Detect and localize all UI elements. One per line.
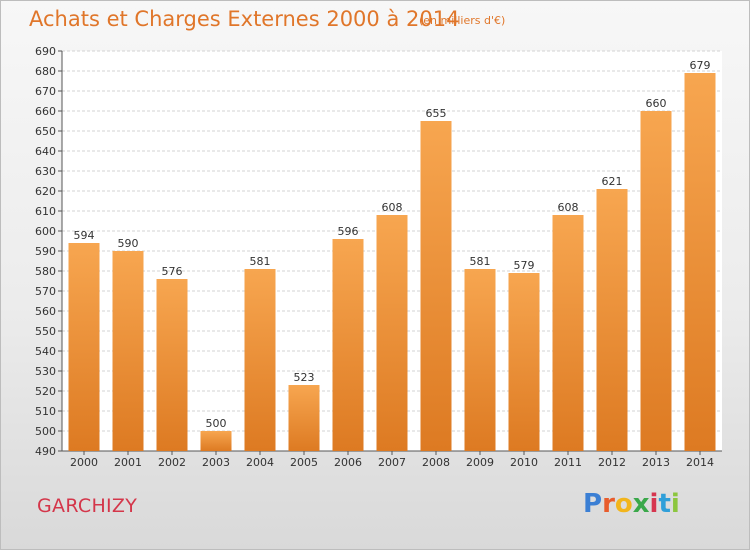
bar-2010 [508,273,540,451]
data-label-2009: 581 [470,255,491,268]
y-tick-label: 670 [35,85,56,98]
x-tick-label-2002: 2002 [158,456,186,469]
bar-2008 [420,121,452,451]
data-label-2004: 581 [250,255,271,268]
data-label-2002: 576 [162,265,183,278]
y-tick-label: 630 [35,165,56,178]
bar-2007 [376,215,408,451]
bar-2001 [112,251,144,451]
data-label-2011: 608 [558,201,579,214]
y-tick-label: 530 [35,365,56,378]
logo-letter: i [670,489,680,519]
y-tick-label: 490 [35,445,56,458]
logo-letter: x [632,489,650,519]
chart-subtitle: (en milliers d'€) [419,14,506,27]
bar-2009 [464,269,496,451]
bar-2013 [640,111,672,451]
data-label-2001: 590 [118,237,139,250]
data-label-2012: 621 [602,175,623,188]
x-tick-label-2011: 2011 [554,456,582,469]
y-tick-label: 690 [35,45,56,58]
logo-letter: P [583,489,603,519]
bar-2006 [332,239,364,451]
data-label-2000: 594 [74,229,95,242]
data-label-2003: 500 [206,417,227,430]
location-label: GARCHIZY [37,495,138,517]
y-tick-label: 620 [35,185,56,198]
y-tick-label: 590 [35,245,56,258]
bar-2004 [244,269,276,451]
logo-letter: o [614,489,633,519]
x-tick-label-2006: 2006 [334,456,362,469]
y-tick-label: 600 [35,225,56,238]
data-label-2013: 660 [646,97,667,110]
y-tick-label: 680 [35,65,56,78]
data-label-2006: 596 [338,225,359,238]
chart-title: Achats et Charges Externes 2000 à 2014 [29,7,460,31]
proxiti-logo: Proxiti [583,489,680,519]
bar-2014 [684,73,716,451]
data-label-2007: 608 [382,201,403,214]
y-tick-label: 500 [35,425,56,438]
x-tick-label-2003: 2003 [202,456,230,469]
x-tick-label-2001: 2001 [114,456,142,469]
x-tick-label-2014: 2014 [686,456,714,469]
data-label-2008: 655 [426,107,447,120]
y-tick-label: 580 [35,265,56,278]
y-tick-label: 660 [35,105,56,118]
x-tick-label-2012: 2012 [598,456,626,469]
logo-letter: r [602,489,615,519]
x-tick-label-2013: 2013 [642,456,670,469]
y-tick-label: 540 [35,345,56,358]
y-tick-label: 610 [35,205,56,218]
x-tick-label-2007: 2007 [378,456,406,469]
y-tick-label: 560 [35,305,56,318]
x-tick-label-2009: 2009 [466,456,494,469]
y-tick-label: 650 [35,125,56,138]
logo-letter: t [658,489,671,519]
y-tick-label: 640 [35,145,56,158]
y-tick-label: 510 [35,405,56,418]
bar-2003 [200,431,232,451]
x-tick-label-2000: 2000 [70,456,98,469]
bar-2011 [552,215,584,451]
bar-2000 [68,243,100,451]
y-tick-label: 520 [35,385,56,398]
bar-2012 [596,189,628,451]
bar-2005 [288,385,320,451]
logo-letter: i [649,489,659,519]
y-tick-label: 570 [35,285,56,298]
x-tick-label-2005: 2005 [290,456,318,469]
bar-2002 [156,279,188,451]
x-tick-label-2008: 2008 [422,456,450,469]
data-label-2010: 579 [514,259,535,272]
y-tick-label: 550 [35,325,56,338]
x-tick-label-2010: 2010 [510,456,538,469]
data-label-2014: 679 [690,59,711,72]
x-tick-label-2004: 2004 [246,456,274,469]
data-label-2005: 523 [294,371,315,384]
